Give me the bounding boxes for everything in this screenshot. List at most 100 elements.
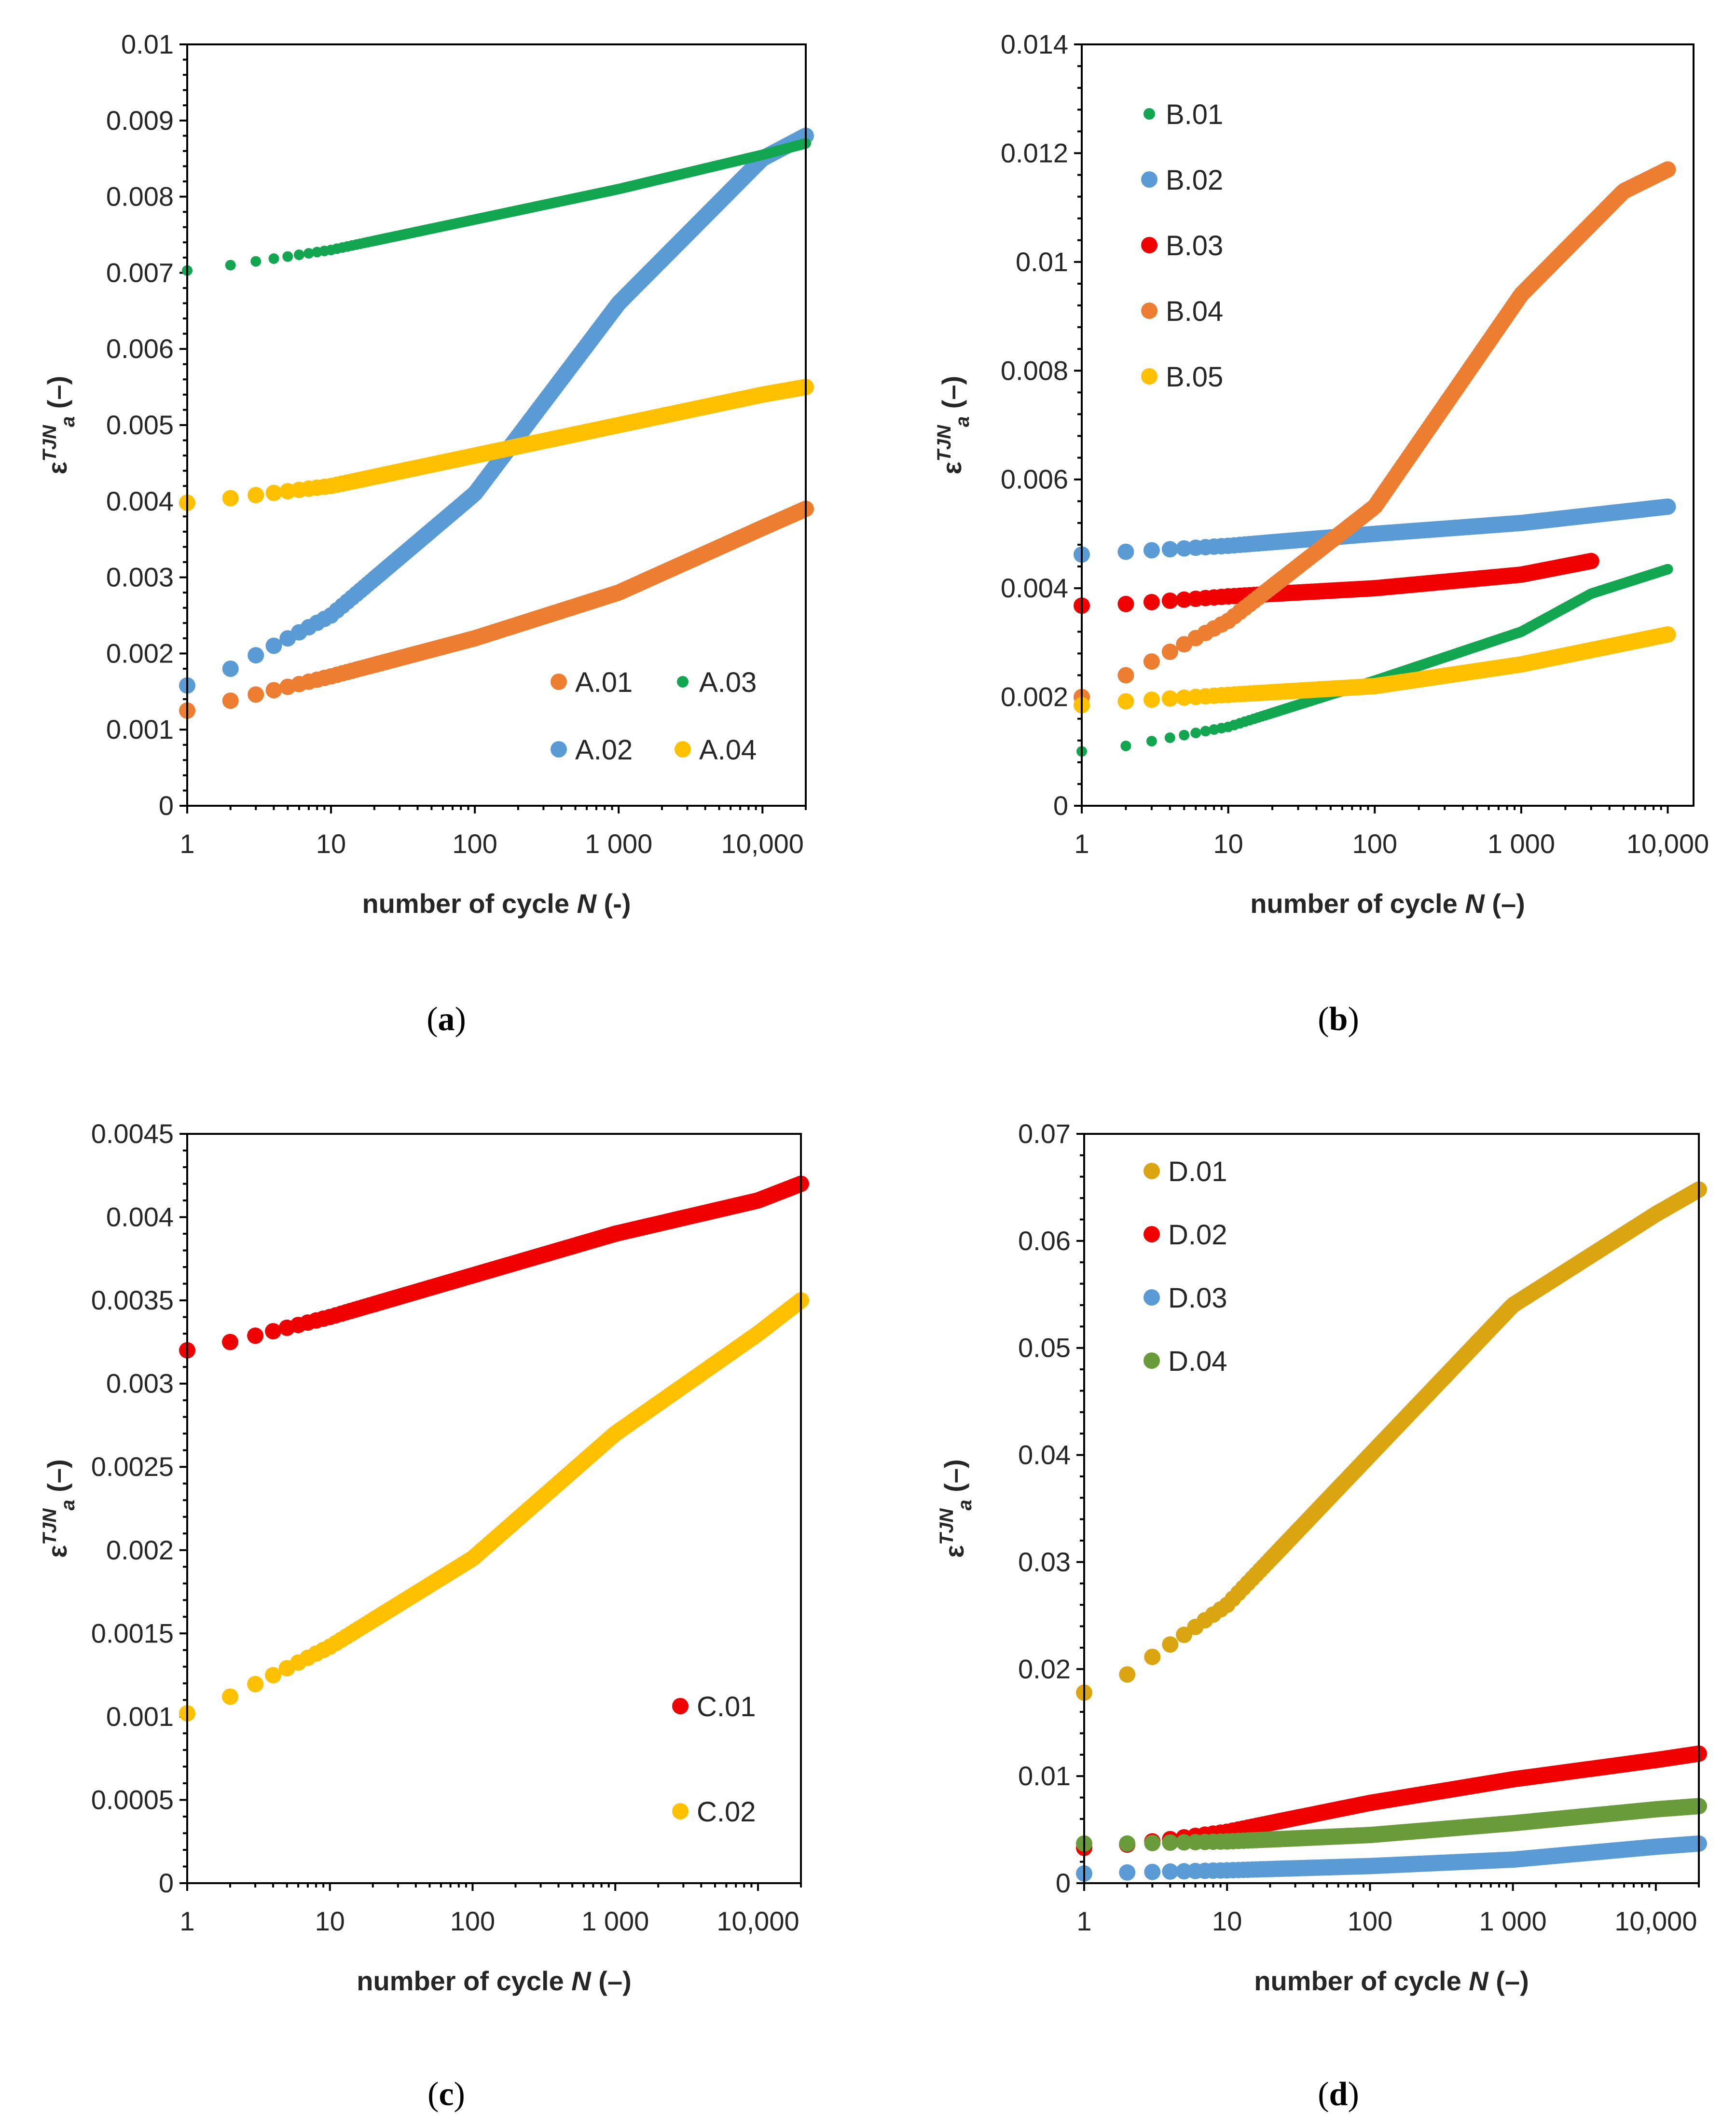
legend-label: B.02 [1166, 165, 1223, 196]
data-point [1583, 552, 1599, 569]
series-D.03 [1076, 1835, 1707, 1882]
data-point [268, 253, 279, 264]
data-point [1119, 1666, 1136, 1683]
y-axis: 0 0.0005 0.001 0.0015 0.002 0.0025 0.003 0.0035… [91, 1118, 187, 1898]
data-point [222, 692, 239, 709]
y-axis: 0 0.001 0.002 0.003 0.004 0.005 0.006 0.007 0.00… [106, 29, 187, 821]
x-axis-label: number of cycle N (-) [362, 888, 631, 919]
x-tick-label: 1 000 [1488, 828, 1555, 859]
y-tick-label: 0.004 [1001, 573, 1068, 603]
legend-marker [672, 1698, 689, 1714]
legend-marker [551, 741, 567, 758]
y-tick-label: 0.01 [1016, 247, 1068, 277]
x-tick-label: 10,000 [1626, 828, 1709, 859]
x-tick-label: 1 [179, 828, 194, 859]
y-axis-label: εTJNa (–) [936, 1459, 976, 1557]
y-tick-label: 0.07 [1018, 1118, 1071, 1149]
y-tick-label: 0.009 [106, 105, 174, 136]
x-axis-label: number of cycle N (–) [357, 1966, 631, 1996]
x-tick-label: 100 [1352, 828, 1397, 859]
y-tick-label: 0.004 [106, 486, 174, 516]
data-point [303, 248, 314, 259]
data-point [1143, 691, 1160, 708]
legend: B.01 B.02 B.03 B.04 B.05 [1141, 99, 1223, 393]
y-tick-label: 0.01 [1018, 1761, 1071, 1791]
legend-label: A.03 [699, 667, 757, 698]
data-point [1179, 730, 1190, 741]
legend-label: B.05 [1166, 361, 1223, 393]
data-point [248, 686, 264, 703]
y-tick-label: 0.007 [106, 257, 174, 288]
panel-caption: (b) [1318, 1001, 1359, 1038]
legend-label: D.02 [1168, 1219, 1227, 1251]
legend-label: B.04 [1166, 296, 1223, 327]
legend-label: B.03 [1166, 230, 1223, 262]
legend-label: D.01 [1168, 1156, 1227, 1187]
data-point [1119, 1835, 1136, 1852]
y-tick-label: 0.04 [1018, 1440, 1071, 1470]
data-point [1143, 593, 1160, 610]
series-A.03 [182, 138, 811, 276]
x-tick-label: 100 [1348, 1906, 1392, 1936]
data-point [293, 249, 304, 261]
series-A.04 [179, 379, 814, 511]
data-point [1162, 1834, 1179, 1851]
y-tick-label: 0.005 [106, 410, 174, 440]
legend-marker [672, 1803, 689, 1819]
data-points [179, 1175, 809, 1722]
data-point [1117, 595, 1134, 612]
chart-panel-a: 0 0.001 0.002 0.003 0.004 0.005 0.006 0.007 0.00… [39, 29, 814, 1038]
y-tick-label: 0.008 [1001, 355, 1068, 386]
panel-caption: (d) [1318, 2076, 1359, 2113]
legend-label: C.01 [697, 1691, 756, 1722]
y-tick-label: 0.002 [1001, 682, 1068, 712]
y-tick-label: 0.006 [106, 333, 174, 364]
data-point [265, 682, 282, 699]
x-axis: 1 10 100 1 000 10,000 [1074, 806, 1709, 859]
data-point [282, 251, 293, 262]
data-point [1117, 693, 1134, 710]
data-points [1076, 1181, 1707, 1882]
legend-marker [1141, 303, 1157, 319]
data-point [1161, 541, 1178, 558]
legend-label: D.03 [1168, 1282, 1227, 1314]
x-tick-label: 10,000 [716, 1906, 799, 1936]
data-point [222, 661, 239, 677]
x-axis: 1 10 100 1 000 10,000 [1076, 1883, 1700, 1936]
x-tick-label: 1 000 [1479, 1906, 1547, 1936]
data-point [1200, 726, 1211, 737]
y-tick-label: 0.0035 [91, 1285, 174, 1315]
data-point [222, 1334, 238, 1350]
x-tick-label: 1 000 [585, 828, 652, 859]
data-point [1176, 689, 1193, 706]
series-D.02 [1076, 1745, 1707, 1856]
x-tick-label: 100 [452, 828, 497, 859]
x-tick-label: 10,000 [721, 828, 804, 859]
data-point [247, 1676, 264, 1693]
x-axis-label: number of cycle N (–) [1250, 888, 1525, 919]
x-tick-label: 10 [1212, 1906, 1242, 1936]
data-point [1144, 1863, 1161, 1880]
data-point [1162, 1863, 1179, 1880]
x-tick-label: 10 [315, 1906, 345, 1936]
data-point [265, 1323, 282, 1340]
data-point [1176, 591, 1193, 608]
data-point [248, 487, 264, 504]
y-axis-label: εTJNa (–) [39, 1459, 79, 1557]
data-point [1161, 690, 1178, 707]
y-tick-label: 0.003 [106, 562, 174, 593]
legend-marker [1141, 237, 1157, 253]
data-point [1161, 643, 1178, 660]
series-C.01 [179, 1175, 809, 1359]
data-point [222, 1688, 238, 1705]
data-point [1662, 564, 1673, 575]
y-axis-label: εTJNa (–) [934, 376, 973, 474]
series-D.01 [1076, 1181, 1707, 1701]
y-tick-label: 0 [159, 1868, 174, 1898]
y-tick-label: 0.06 [1018, 1226, 1071, 1256]
y-tick-label: 0 [159, 790, 174, 821]
plot-frame [1083, 1133, 1700, 1884]
data-point [1659, 498, 1676, 515]
series-B.05 [1074, 626, 1676, 714]
